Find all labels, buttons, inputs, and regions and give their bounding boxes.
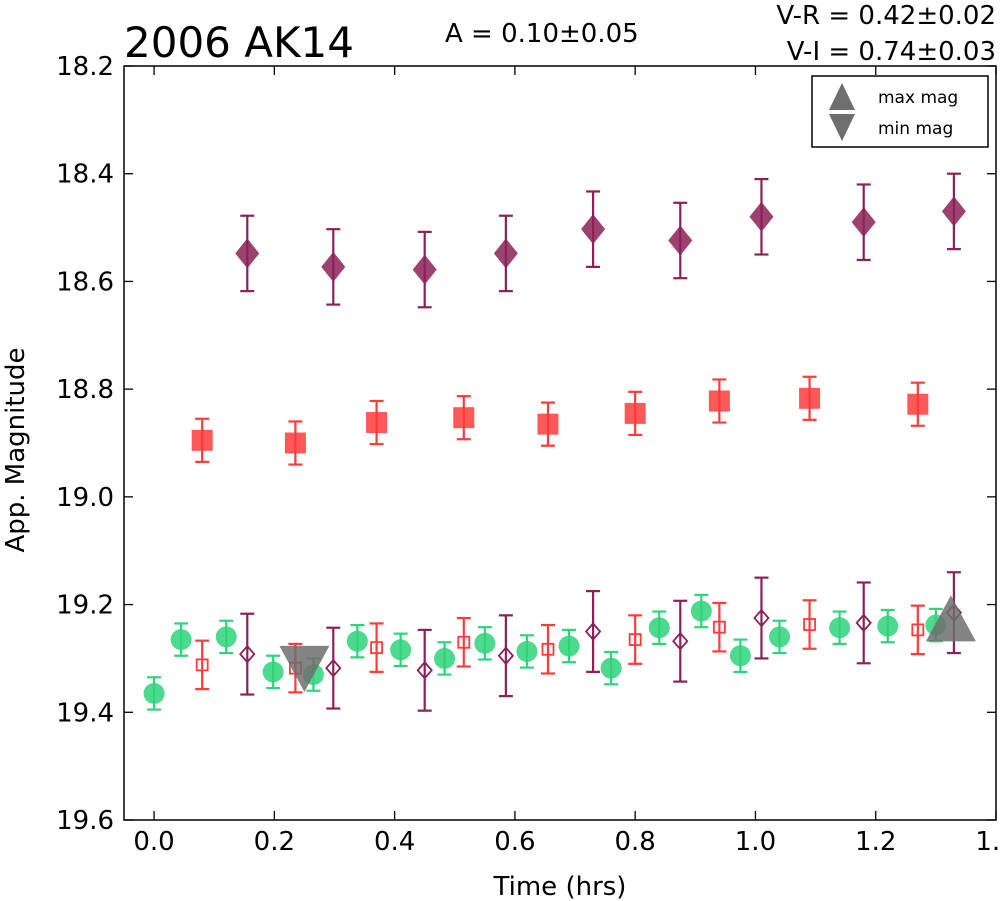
data-point-diamond — [851, 207, 876, 238]
data-point-circle — [262, 661, 284, 683]
legend-min-mag-label: min mag — [878, 119, 953, 139]
data-point-square — [799, 387, 821, 409]
y-tick-label: 18.6 — [56, 267, 114, 297]
y-tick-label: 19.0 — [56, 483, 114, 513]
data-point-square — [537, 413, 559, 435]
data-point-diamond — [325, 658, 342, 678]
legend-min-mag-icon — [829, 114, 855, 141]
data-point-square — [628, 633, 642, 646]
data-point-square — [191, 429, 213, 451]
data-point-circle — [474, 632, 496, 654]
x-tick-label: 0.6 — [494, 827, 535, 857]
y-tick-label: 19.2 — [56, 591, 114, 621]
legend-max-mag-icon — [829, 83, 855, 110]
data-point-square — [366, 412, 388, 434]
data-point-square — [370, 641, 383, 655]
data-point-diamond — [412, 254, 437, 285]
chart-title: 2006 AK14 — [124, 18, 354, 67]
data-point-diamond — [855, 613, 872, 633]
data-point-circle — [143, 682, 165, 704]
data-point-diamond — [753, 608, 770, 628]
x-axis-ticks: 0.0 0.2 0.4 0.6 0.8 1.0 1.2 1.4 — [133, 66, 1000, 857]
data-point-diamond — [749, 201, 774, 232]
legend-max-mag-label: max mag — [878, 88, 958, 108]
data-point-square — [195, 658, 209, 672]
data-point-circle — [729, 645, 751, 667]
data-point-diamond — [493, 238, 518, 269]
max-mag-marker — [925, 595, 976, 642]
data-point-circle — [600, 657, 622, 679]
x-tick-label: 1.0 — [735, 827, 776, 857]
data-point-diamond — [941, 196, 966, 227]
data-point-diamond — [672, 631, 689, 651]
data-point-circle — [170, 629, 192, 651]
data-point-circle — [769, 626, 791, 648]
y-tick-label: 18.8 — [56, 375, 114, 405]
legend: max mag min mag — [811, 75, 989, 148]
x-tick-label: 1.4 — [975, 827, 1000, 857]
data-point-circle — [390, 639, 412, 661]
data-point-square — [911, 623, 925, 637]
y-tick-label: 19.4 — [56, 698, 114, 728]
data-point-circle — [434, 647, 456, 669]
min-mag-marker — [279, 645, 330, 692]
x-tick-label: 0.0 — [133, 827, 174, 857]
plot-frame — [123, 65, 997, 821]
y-tick-label: 19.6 — [56, 806, 114, 836]
data-point-square — [541, 642, 555, 656]
data-point-square — [284, 432, 306, 454]
data-point-diamond — [497, 646, 515, 666]
data-point-diamond — [239, 644, 256, 664]
data-point-circle — [690, 600, 712, 622]
y-tick-label: 18.2 — [56, 52, 114, 82]
data-point-circle — [648, 617, 670, 639]
data-point-diamond — [235, 238, 260, 269]
data-point-diamond — [321, 251, 346, 282]
data-point-diamond — [668, 225, 693, 256]
data-point-square — [708, 390, 730, 412]
data-point-square — [803, 618, 816, 631]
data-point-circle — [516, 640, 538, 662]
data-point-diamond — [581, 214, 606, 245]
data-point-circle — [558, 635, 580, 657]
vi-color-annotation: V-I = 0.74±0.03 — [787, 37, 996, 67]
data-point-circle — [829, 617, 851, 639]
x-tick-label: 0.2 — [254, 827, 295, 857]
x-tick-label: 1.2 — [855, 827, 896, 857]
x-axis-label: Time (hrs) — [493, 872, 627, 901]
y-tick-label: 18.4 — [56, 160, 114, 190]
vr-color-annotation: V-R = 0.42±0.02 — [776, 1, 996, 31]
data-point-square — [907, 393, 929, 415]
data-point-circle — [215, 626, 237, 648]
y-axis-label: App. Magnitude — [1, 347, 31, 552]
data-point-diamond — [584, 622, 602, 641]
data-point-square — [457, 635, 471, 649]
x-tick-label: 0.4 — [374, 827, 415, 857]
data-point-circle — [346, 630, 368, 652]
data-point-square — [712, 620, 726, 634]
amplitude-annotation: A = 0.10±0.05 — [445, 19, 639, 49]
y-axis-ticks: 18.2 18.4 18.6 18.8 19.0 19.2 19.4 19.6 — [56, 52, 996, 836]
data-points — [143, 196, 976, 704]
data-point-circle — [877, 615, 899, 637]
data-point-square — [453, 407, 475, 429]
x-tick-label: 0.8 — [614, 827, 655, 857]
data-point-diamond — [416, 660, 433, 680]
data-point-square — [624, 402, 646, 424]
